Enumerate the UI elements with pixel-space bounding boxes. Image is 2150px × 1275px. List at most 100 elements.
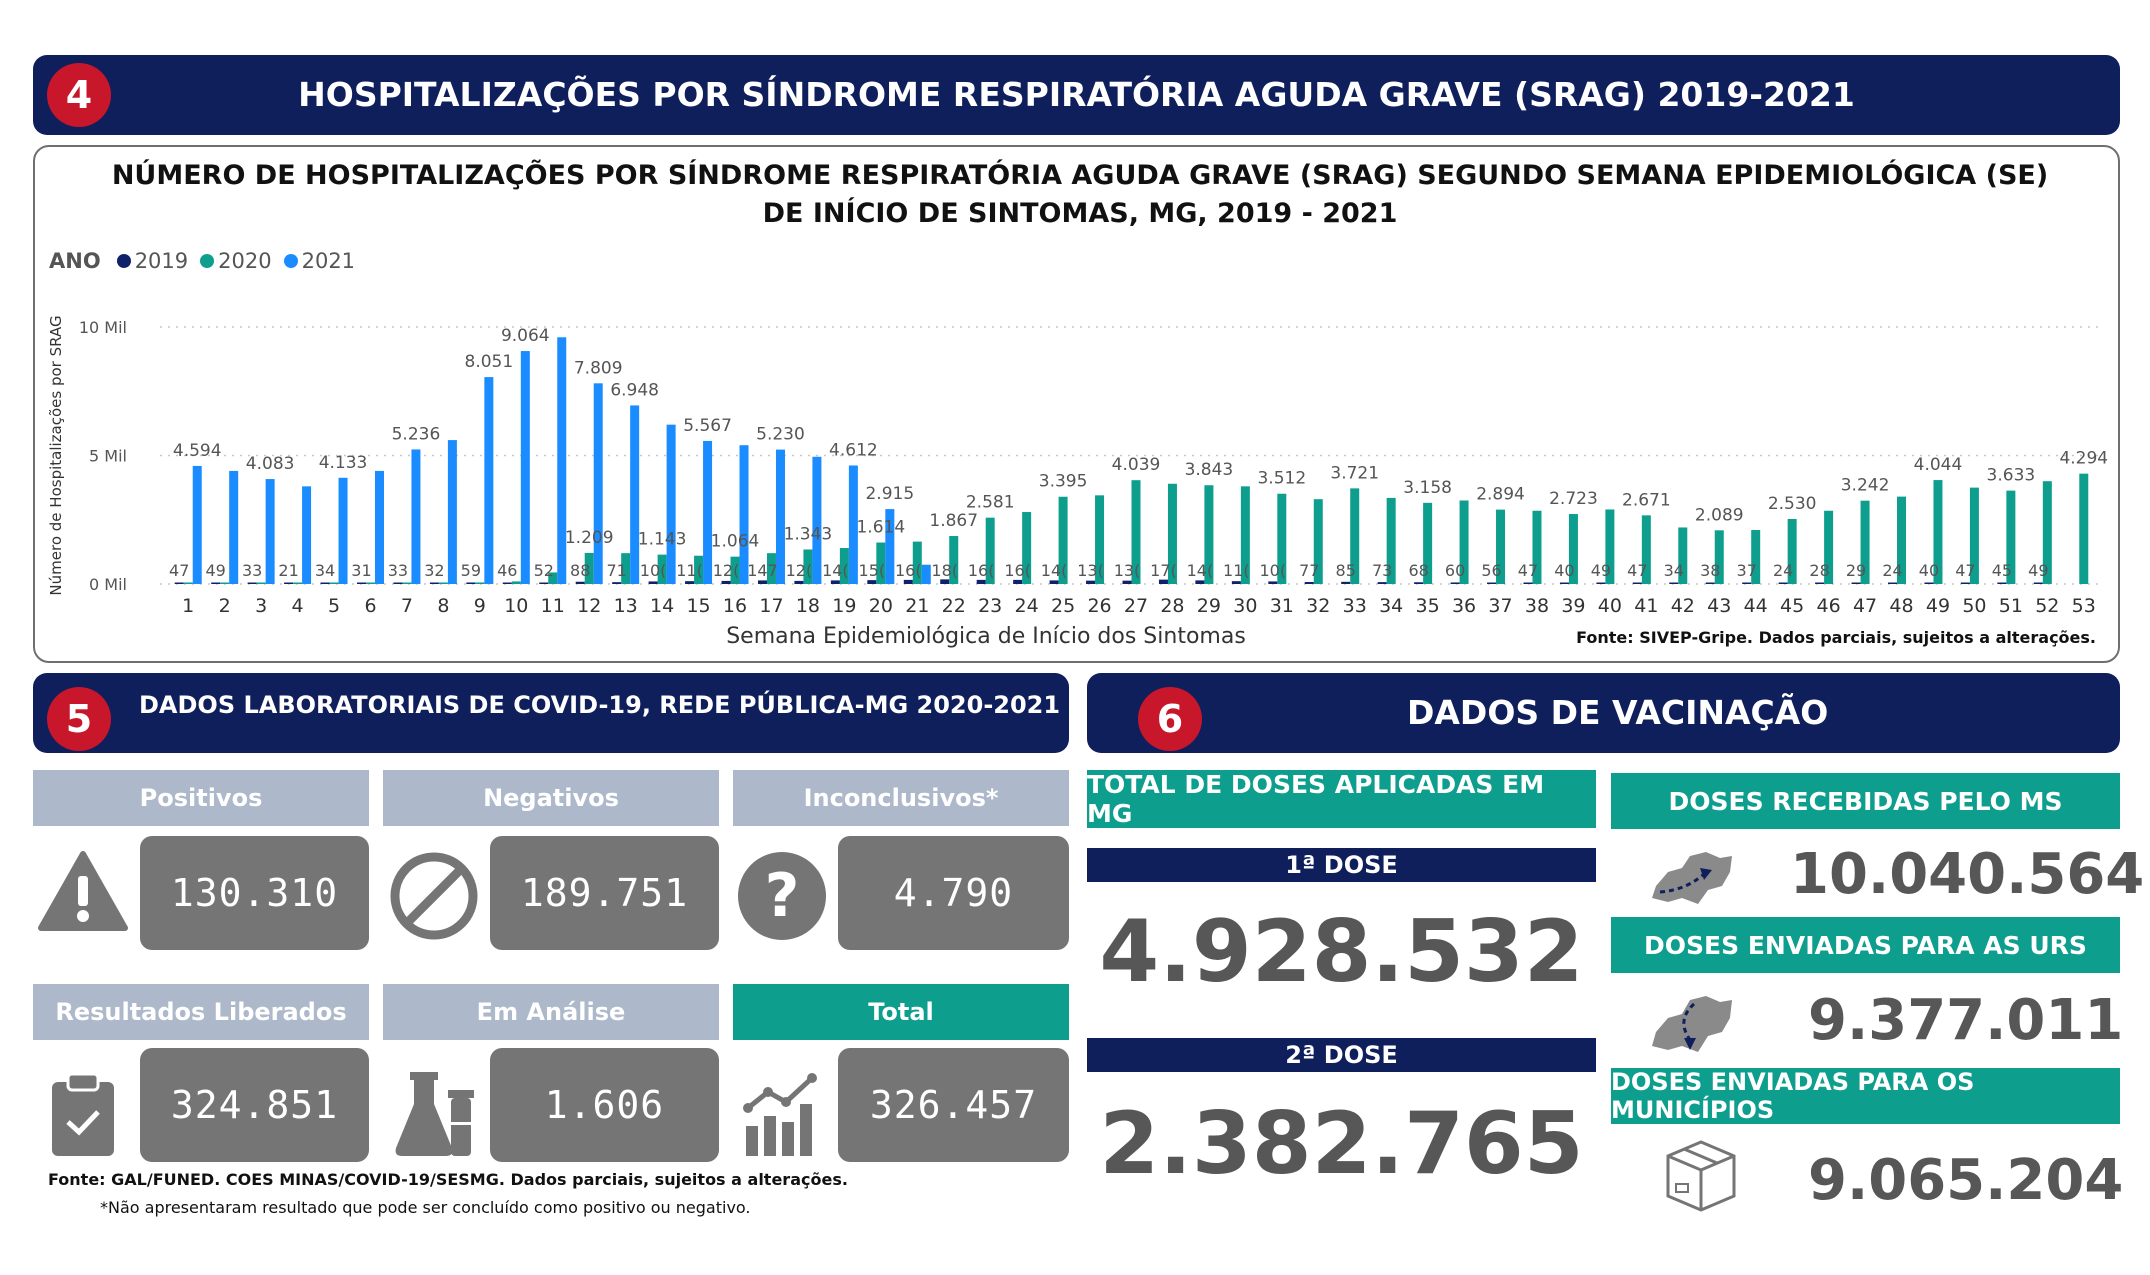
data-label-2019: 16( — [968, 561, 995, 580]
bar-2019-se6 — [356, 582, 366, 584]
data-label-2020: 2.671 — [1622, 490, 1671, 510]
data-label-2019: 16( — [895, 561, 922, 580]
data-label-2020: 4.294 — [2059, 449, 2108, 469]
bar-2020-se16 — [730, 556, 740, 584]
data-label-2019: 32 — [424, 561, 444, 580]
x-tick-label: 23 — [978, 595, 1002, 617]
data-label-2019: 40 — [1554, 561, 1574, 580]
data-label-2019: 38 — [1700, 561, 1720, 580]
bar-2020-se40 — [1605, 509, 1615, 584]
bar-2020-se26 — [1095, 495, 1105, 584]
data-label-2019: 47 — [1518, 561, 1538, 580]
data-label-2019: 11( — [676, 561, 703, 580]
bar-2020-se9 — [475, 582, 485, 584]
x-tick-label: 51 — [1999, 595, 2023, 617]
bar-2020-se14 — [657, 554, 667, 584]
dose2-label: 2ª DOSE — [1285, 1041, 1398, 1069]
legend-item-2020[interactable]: 2020 — [200, 249, 272, 273]
data-label-2019: 28 — [1809, 561, 1829, 580]
section4-number-badge: 4 — [47, 63, 111, 127]
data-label-2020: 3.721 — [1330, 463, 1379, 483]
bar-2019-se18 — [794, 580, 804, 584]
bar-2020-se35 — [1423, 502, 1433, 584]
data-label-2019: 59 — [461, 561, 481, 580]
bar-2021-se4 — [302, 486, 312, 584]
bar-2020-se24 — [1022, 512, 1032, 584]
bar-2020-se21 — [912, 541, 922, 584]
chart-title: NÚMERO DE HOSPITALIZAÇÕES POR SÍNDROME R… — [111, 160, 2049, 229]
x-tick-label: 15 — [686, 595, 710, 617]
bar-2019-se45 — [1778, 582, 1788, 584]
x-tick-label: 13 — [614, 595, 638, 617]
x-tick-label: 5 — [328, 595, 340, 617]
doses-urs-label: DOSES ENVIADAS PARA AS URS — [1644, 930, 2087, 960]
bar-2020-se25 — [1058, 496, 1068, 584]
bar-2019-se36 — [1450, 582, 1460, 584]
section4-header: 4 HOSPITALIZAÇÕES POR SÍNDROME RESPIRATÓ… — [33, 55, 2120, 135]
section6-number: 6 — [1156, 697, 1184, 741]
bar-2019-se22 — [940, 579, 950, 584]
inconclusivos-header: Inconclusivos* — [733, 770, 1069, 826]
data-label-2020: 2.089 — [1695, 505, 1744, 525]
section6-number-badge: 6 — [1138, 687, 1202, 751]
x-tick-label: 8 — [437, 595, 449, 617]
question-icon: ? — [736, 850, 828, 947]
x-tick-label: 12 — [577, 595, 601, 617]
bar-2019-se47 — [1851, 582, 1861, 584]
bar-2019-se50 — [1960, 582, 1970, 584]
legend-item-2019[interactable]: 2019 — [116, 249, 188, 273]
prohibited-icon — [388, 850, 480, 947]
bar-2020-se17 — [766, 553, 776, 584]
bar-2020-se37 — [1496, 509, 1506, 584]
data-label-2019: 88 — [570, 561, 590, 580]
em-analise-label: Em Análise — [476, 998, 626, 1026]
legend-label-2021: 2021 — [301, 249, 356, 273]
bar-2019-se2 — [211, 582, 221, 584]
section5-number: 5 — [65, 697, 93, 741]
bar-2020-se8 — [438, 582, 448, 584]
data-label-2019: 12( — [713, 561, 740, 580]
x-tick-label: 36 — [1452, 595, 1476, 617]
data-label-2019: 40 — [1919, 561, 1939, 580]
bar-2021-se1 — [192, 465, 202, 584]
bar-2019-se19 — [830, 580, 840, 584]
data-label-2021: 8.051 — [465, 352, 514, 372]
bar-2019-se26 — [1086, 580, 1096, 584]
data-label-2019: 34 — [315, 561, 335, 580]
bar-2020-se12 — [584, 552, 594, 584]
total-value-box: 326.457 — [838, 1048, 1069, 1162]
data-label-2019: 71 — [606, 561, 626, 580]
map-arrow-down-icon — [1646, 990, 1738, 1063]
inconclusivos-label: Inconclusivos* — [803, 784, 999, 812]
x-tick-label: 38 — [1525, 595, 1549, 617]
x-axis-label: Semana Epidemiológica de Início dos Sint… — [726, 624, 1246, 649]
x-tick-label: 6 — [364, 595, 376, 617]
bar-2020-se48 — [1897, 496, 1907, 584]
map-arrow-right-icon — [1646, 846, 1738, 915]
data-label-2019: 15( — [859, 561, 886, 580]
legend-item-2021[interactable]: 2021 — [283, 249, 356, 273]
bar-2021-se12 — [593, 383, 603, 584]
data-label-2019: 45 — [1992, 561, 2012, 580]
x-tick-label: 24 — [1015, 595, 1039, 617]
bar-2019-se3 — [247, 582, 257, 584]
y-tick-label: 5 Mil — [89, 447, 127, 466]
resultados-liberados-label: Resultados Liberados — [55, 998, 347, 1026]
x-tick-label: 31 — [1270, 595, 1294, 617]
x-tick-label: 53 — [2072, 595, 2096, 617]
bar-2021-se16 — [739, 445, 749, 584]
bar-2020-se3 — [256, 582, 266, 584]
data-label-2021: 5.230 — [756, 425, 805, 445]
x-tick-label: 26 — [1087, 595, 1111, 617]
x-tick-label: 10 — [504, 595, 528, 617]
bar-2021-se21 — [921, 564, 931, 584]
data-label-2019: 46 — [497, 561, 517, 580]
data-label-2019: 17( — [1150, 561, 1177, 580]
dose1-header: 1ª DOSE — [1087, 848, 1596, 882]
bar-2019-se51 — [1997, 582, 2007, 584]
bar-2019-se35 — [1414, 582, 1424, 584]
data-label-2020: 2.530 — [1768, 494, 1817, 514]
lab-flask-icon — [392, 1068, 478, 1163]
data-label-2020: 2.894 — [1476, 485, 1525, 505]
bar-2021-se6 — [374, 470, 384, 584]
